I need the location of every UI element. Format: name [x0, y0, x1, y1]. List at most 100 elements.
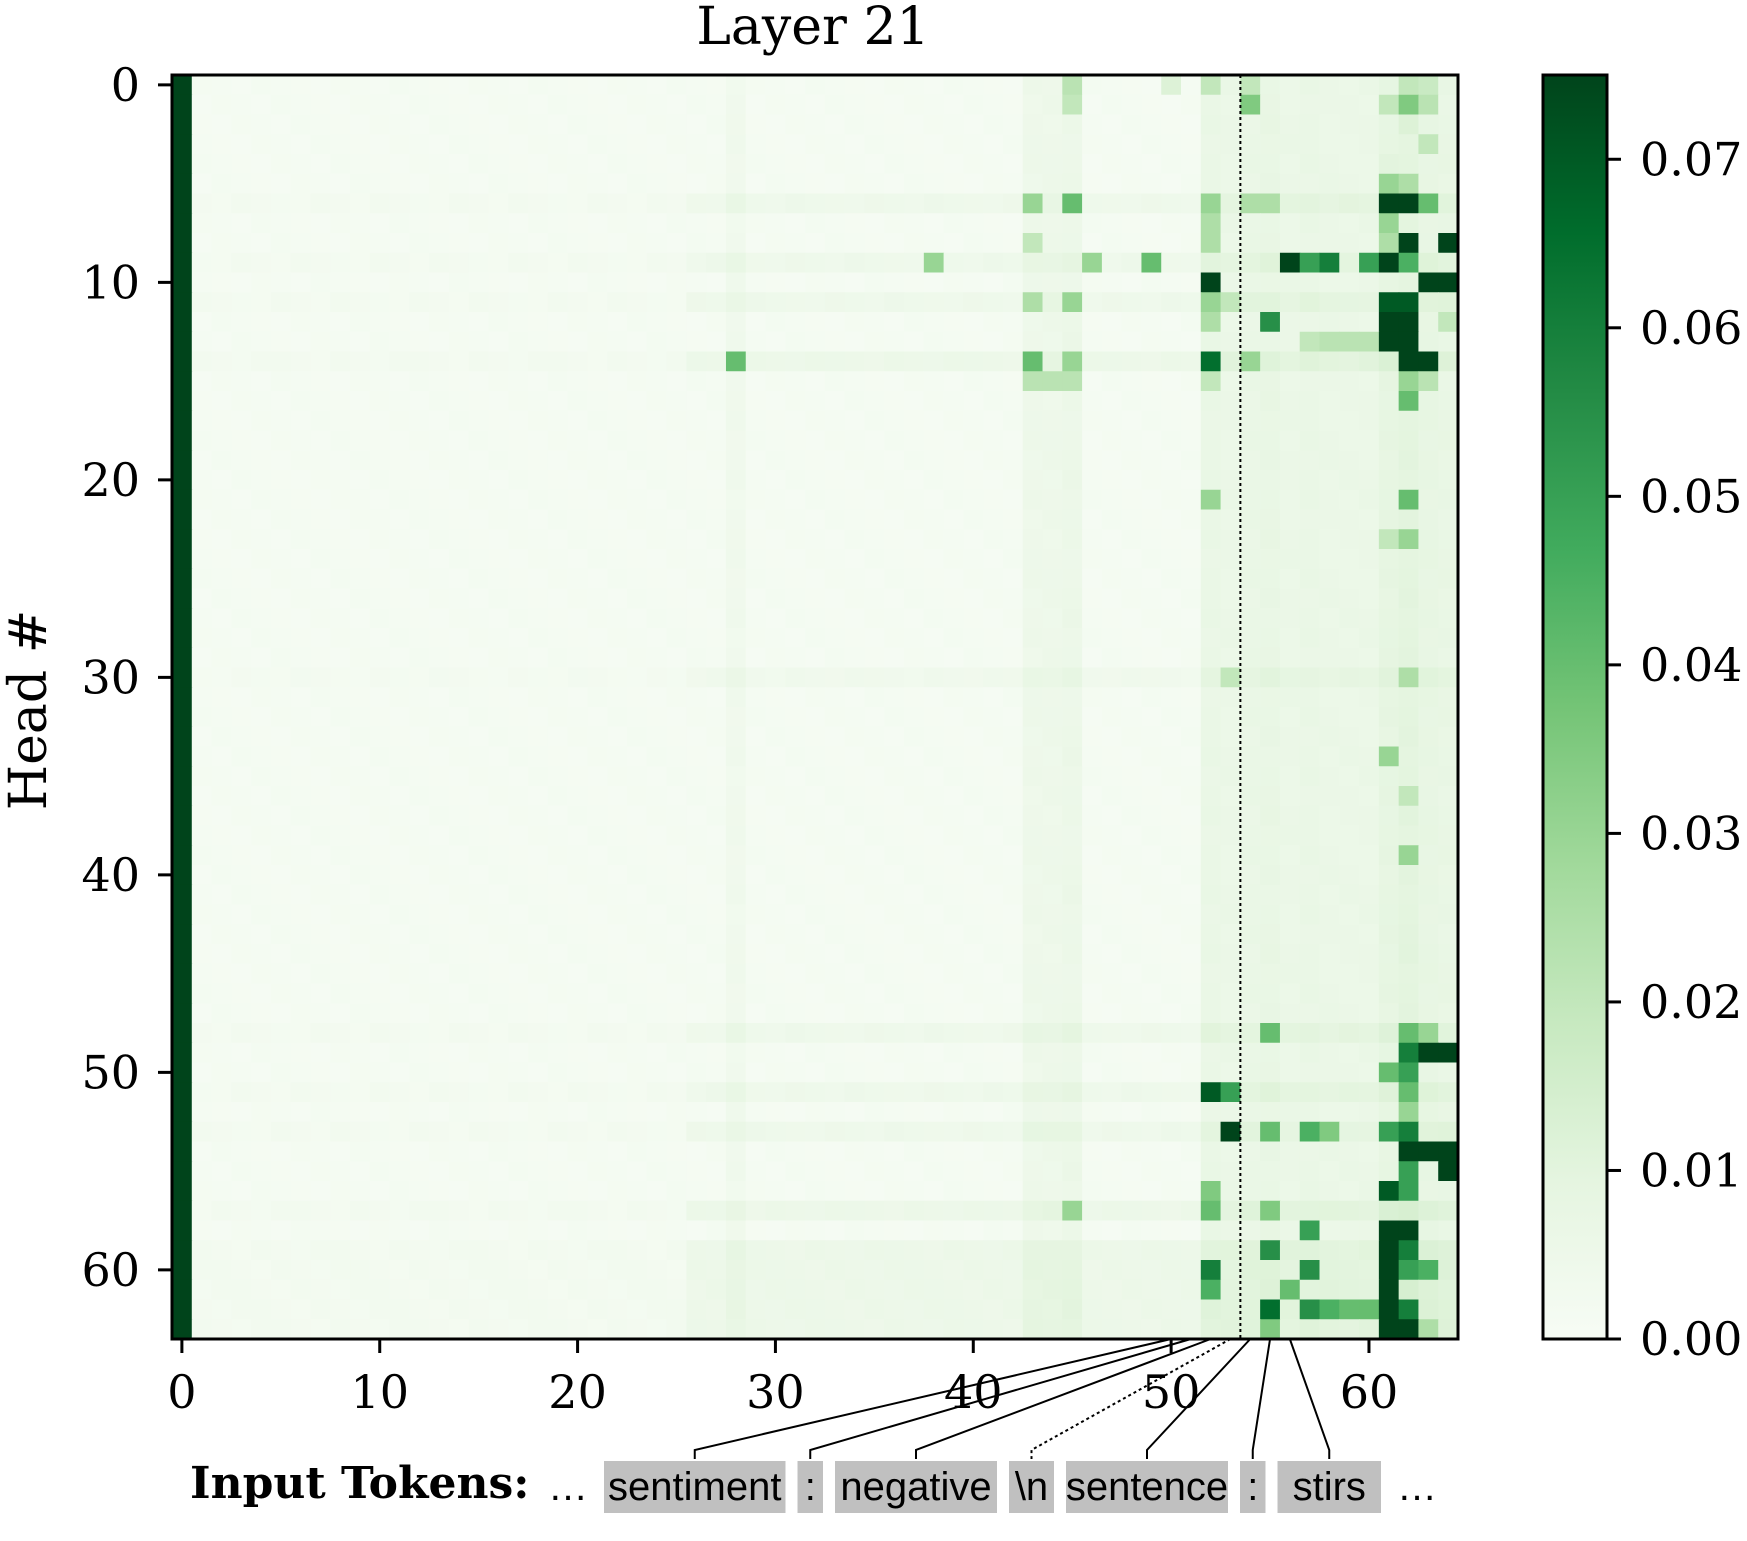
heatmap-cell	[983, 351, 1004, 372]
heatmap-cell	[547, 1023, 569, 1044]
heatmap-cell	[607, 884, 628, 906]
heatmap-cell	[1200, 292, 1222, 313]
heatmap-cell	[864, 1141, 885, 1162]
heatmap-cell	[1121, 410, 1143, 432]
heatmap-cell	[1022, 904, 1044, 925]
heatmap-cell	[251, 213, 272, 234]
heatmap-cell	[864, 588, 885, 609]
heatmap-cell	[864, 1102, 885, 1123]
heatmap-cell	[1378, 1102, 1400, 1123]
heatmap-cell	[1339, 391, 1360, 412]
heatmap-cell	[231, 549, 252, 570]
heatmap-cell	[666, 391, 687, 412]
heatmap-cell	[270, 114, 292, 135]
heatmap-cell	[1279, 687, 1301, 708]
heatmap-cell	[172, 707, 193, 728]
heatmap-cell	[488, 1319, 509, 1340]
heatmap-cell	[409, 193, 430, 214]
heatmap-cell	[290, 766, 312, 787]
heatmap-cell	[725, 924, 747, 945]
heatmap-cell	[1240, 687, 1261, 708]
heatmap-cell	[1418, 430, 1439, 451]
heatmap-cell	[1260, 371, 1281, 392]
heatmap-cell	[963, 1240, 984, 1261]
heatmap-cell	[172, 1042, 193, 1064]
heatmap-cell	[1181, 213, 1202, 234]
heatmap-cell	[1002, 568, 1024, 590]
heatmap-cell	[805, 766, 826, 787]
heatmap-cell	[191, 845, 213, 866]
heatmap-cell	[923, 351, 945, 372]
heatmap-cell	[270, 450, 292, 471]
heatmap-cell	[409, 1023, 430, 1044]
heatmap-cell	[686, 529, 707, 550]
heatmap-cell	[725, 1161, 747, 1182]
heatmap-cell	[290, 154, 312, 175]
heatmap-cell	[231, 272, 252, 293]
heatmap-cell	[270, 608, 292, 629]
heatmap-cell	[369, 963, 391, 985]
heatmap-cell	[1200, 746, 1222, 767]
heatmap-cell	[824, 94, 846, 116]
heatmap-cell	[1240, 667, 1261, 688]
heatmap-cell	[1279, 865, 1301, 886]
heatmap-cell	[963, 1003, 984, 1024]
heatmap-cell	[508, 1141, 529, 1162]
heatmap-cell	[1002, 1082, 1024, 1103]
heatmap-cell	[488, 1279, 509, 1301]
heatmap-cell	[1220, 1141, 1241, 1162]
heatmap-cell	[1181, 766, 1202, 787]
heatmap-cell	[1002, 193, 1024, 214]
heatmap-cell	[785, 312, 806, 333]
heatmap-cell	[1438, 331, 1459, 353]
heatmap-cell	[508, 331, 529, 353]
heatmap-cell	[884, 292, 905, 313]
heatmap-cell	[429, 1121, 450, 1143]
heatmap-cell	[983, 1102, 1004, 1123]
heatmap-cell	[389, 1279, 411, 1301]
heatmap-cell	[1101, 825, 1123, 846]
heatmap-cell	[567, 1121, 589, 1143]
heatmap-cell	[1220, 1121, 1241, 1143]
heatmap-cell	[211, 1299, 232, 1320]
heatmap-cell	[1200, 154, 1222, 175]
heatmap-cell	[627, 173, 648, 195]
heatmap-cell	[567, 1062, 589, 1083]
heatmap-cell	[745, 1220, 767, 1241]
heatmap-cell	[983, 687, 1004, 708]
heatmap-cell	[191, 786, 213, 807]
heatmap-cell	[627, 292, 648, 313]
heatmap-cell	[409, 845, 430, 866]
heatmap-cell	[1299, 1299, 1321, 1320]
heatmap-cell	[824, 233, 846, 254]
heatmap-cell	[1200, 1240, 1222, 1261]
heatmap-cell	[627, 825, 648, 846]
heatmap-cell	[963, 1220, 984, 1241]
heatmap-cell	[745, 1319, 767, 1340]
heatmap-cell	[785, 1082, 806, 1103]
heatmap-cell	[369, 707, 391, 728]
heatmap-cell	[231, 746, 252, 767]
heatmap-cell	[1161, 391, 1182, 412]
heatmap-cell	[963, 884, 984, 906]
heatmap-cell	[884, 924, 905, 945]
heatmap-cell	[884, 1062, 905, 1083]
heatmap-cell	[1042, 904, 1063, 925]
heatmap-cell	[508, 726, 529, 748]
heatmap-cell	[290, 1102, 312, 1123]
heatmap-cell	[1181, 410, 1202, 432]
heatmap-cell	[508, 1240, 529, 1261]
heatmap-cell	[844, 707, 866, 728]
heatmap-cell	[923, 963, 945, 985]
heatmap-cell	[785, 509, 806, 530]
heatmap-cell	[904, 687, 925, 708]
heatmap-cell	[409, 628, 430, 649]
heatmap-cell	[251, 154, 272, 175]
heatmap-cell	[488, 173, 509, 195]
heatmap-cell	[706, 568, 727, 590]
heatmap-cell	[725, 1279, 747, 1301]
heatmap-cell	[1220, 252, 1241, 274]
heatmap-cell	[923, 509, 945, 530]
heatmap-cell	[1378, 430, 1400, 451]
heatmap-cell	[1200, 963, 1222, 985]
